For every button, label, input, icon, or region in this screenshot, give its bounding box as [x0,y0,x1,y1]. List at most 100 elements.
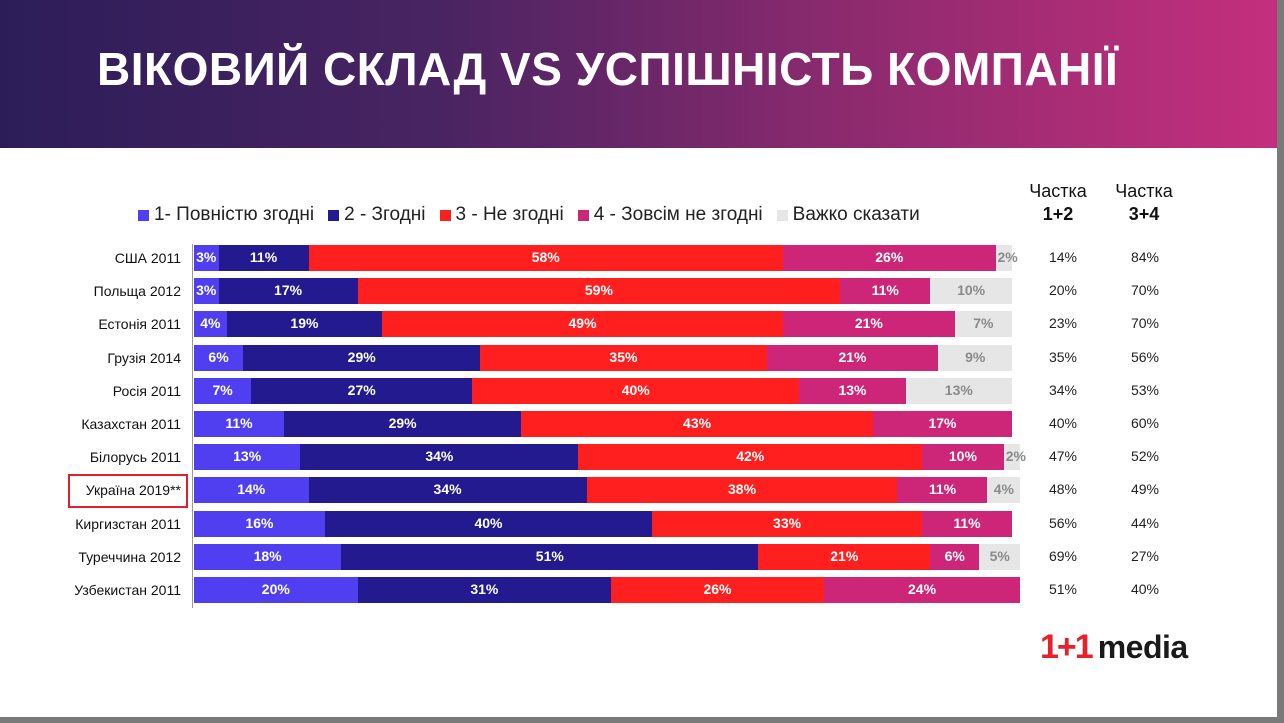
bar-segment [872,411,1012,437]
data-label: 13% [944,381,973,398]
data-label: 59% [584,282,613,299]
logo-word: media [1097,629,1188,665]
bar-segment [995,245,1012,271]
data-label: 10% [957,282,986,299]
data-label: 3% [196,282,217,299]
page-title: ВІКОВИЙ СКЛАД VS УСПІШНІСТЬ КОМПАНІЇ [97,43,1119,95]
category-axis-line [192,244,193,608]
bar-segment [251,377,473,404]
bar-segment [1003,444,1021,471]
category-label: Киргизстан 2011 [75,515,181,532]
share-1-2-value: 23% [1048,315,1078,332]
bar-segment [194,311,227,338]
category-label: Естонія 2011 [98,316,181,333]
data-label: 7% [973,315,994,332]
share-3-4-value: 70% [1130,282,1160,299]
category-label: Узбекистан 2011 [74,582,181,598]
data-label: 43% [683,415,712,431]
data-label: 33% [773,514,802,531]
bottom-edge-strip [0,717,1284,723]
data-label: 10% [948,448,977,465]
chart-legend: 1- Повністю згодні 2 - Згодні 3 - Не зго… [138,203,934,227]
bar-segment [194,543,342,570]
bar-segment [930,543,980,570]
bar-segment [799,377,906,404]
data-label: 17% [274,282,303,299]
bar-segment [324,510,653,537]
bar-segment [758,543,931,570]
data-label: 29% [388,415,417,431]
legend-swatch-2 [328,209,340,221]
category-label: Росія 2011 [112,382,181,399]
share-3-4-value: 44% [1130,514,1160,531]
data-label: 21% [854,315,883,332]
data-label: 34% [425,448,454,465]
data-label: 49% [568,315,597,332]
category-label: Польща 2012 [93,283,181,300]
bar-segment [979,543,1021,570]
data-label: 18% [253,547,282,564]
share-1-2-value: 56% [1048,514,1078,531]
share-header-1-2-line2: 1+2 [1042,204,1074,224]
share-1-2-value: 47% [1048,448,1078,465]
share-1-2-value: 14% [1048,249,1078,265]
data-label: 4% [993,481,1014,498]
legend-label-3: 3 - Не згодні [455,204,564,225]
data-label: 34% [433,481,462,498]
share-1-2-value: 40% [1048,415,1078,431]
bar-segment [472,377,800,404]
share-header-3-4-line2: 3+4 [1128,204,1160,224]
data-label: 24% [908,581,937,597]
bar-segment [782,311,955,338]
share-3-4-value: 49% [1130,481,1160,498]
data-label: 40% [474,514,503,531]
category-label: Білорусь 2011 [89,449,181,466]
category-label: Казахстан 2011 [81,416,181,432]
legend-item-4: 4 - Зовсім не згодні [577,204,763,226]
data-label: 2% [997,249,1018,265]
bar-segment [194,245,219,271]
bar-segment [938,344,1012,371]
data-label: 27% [347,381,376,398]
data-label: 21% [838,348,867,365]
legend-swatch-1 [138,209,149,221]
bar-segment [226,311,383,338]
data-label: 21% [830,547,859,564]
bar-segment [218,245,309,271]
bar-segment [243,344,481,371]
data-label: 6% [208,348,229,365]
legend-label-5: Важко сказати [792,204,920,225]
data-label: 11% [953,514,981,531]
share-1-2-value: 48% [1048,481,1078,498]
share-header-1-2: Частка 1+2 [1020,180,1096,226]
bar-segment [987,477,1021,504]
legend-swatch-3 [439,209,451,221]
legend-item-2: 2 - Згодні [328,204,426,226]
bar-segment [922,510,1012,537]
bar-segment [578,444,922,471]
share-1-2-value: 34% [1048,381,1078,398]
bar-segment [382,311,783,338]
bar-segment [652,510,923,537]
data-label: 7% [212,381,233,398]
data-label: 13% [233,448,262,465]
data-label: 26% [703,581,732,597]
legend-label-4: 4 - Зовсім не згодні [593,204,763,225]
share-3-4-value: 84% [1130,249,1160,265]
bar-segment [782,245,996,271]
share-3-4-value: 52% [1130,448,1160,465]
data-label: 17% [928,415,957,431]
data-label: 11% [225,415,253,431]
bar-segment [308,477,587,504]
data-label: 11% [249,249,278,265]
legend-item-5: Важко сказати [776,204,920,226]
bar-segment [308,245,783,271]
bar-segment [840,278,931,305]
right-edge-strip [1277,0,1284,723]
bar-segment [954,311,1012,338]
data-label: 14% [237,481,266,498]
bar-segment [905,377,1012,404]
share-3-4-value: 40% [1130,581,1160,597]
share-1-2-value: 51% [1048,581,1078,597]
bar-segment [341,543,759,570]
